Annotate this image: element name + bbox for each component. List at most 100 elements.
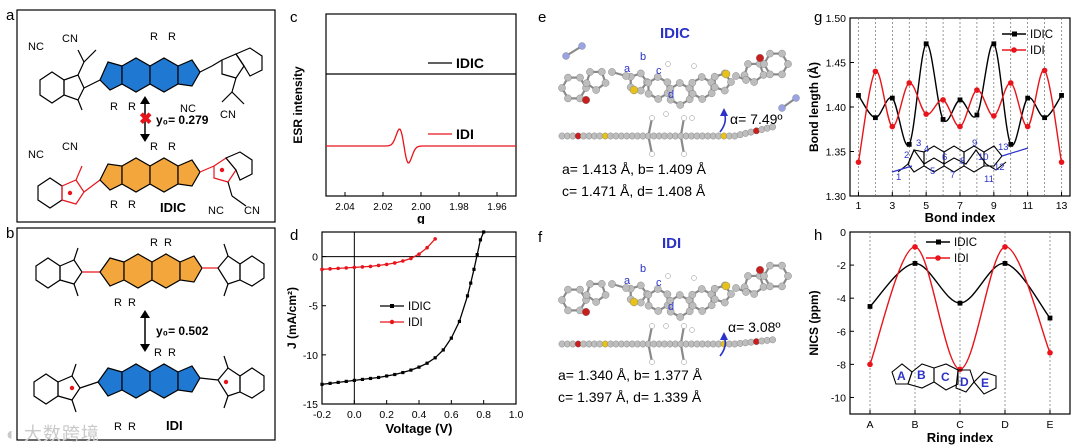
r-label: R <box>150 31 158 43</box>
molecule-atom <box>778 49 786 58</box>
data-point-idi <box>855 159 862 165</box>
idic-top-structure <box>39 47 263 111</box>
data-point-idi <box>1047 349 1053 356</box>
molecule-atom <box>742 76 750 84</box>
molecule-atom <box>732 72 740 80</box>
x-tick-label: D <box>1001 419 1009 431</box>
molecule-atom <box>564 73 572 82</box>
molecule-atom <box>582 79 591 88</box>
inset-ring-label: D <box>960 375 969 389</box>
bond-label-c: c <box>656 277 662 289</box>
molecule-atom <box>792 94 800 102</box>
data-point-idi <box>360 265 365 269</box>
x-tick-label: 2.04 <box>335 202 355 213</box>
r-label: R <box>168 31 176 43</box>
legend-label-idi: IDI <box>408 317 423 329</box>
radical-dot <box>67 190 73 196</box>
molecule-atom <box>697 73 706 81</box>
data-point-idic <box>320 382 324 386</box>
legend-marker <box>1012 31 1017 37</box>
inset-ring-e <box>973 371 997 395</box>
radical-dot <box>69 385 75 391</box>
data-point-idic <box>1059 93 1064 98</box>
data-point-idic <box>1025 95 1031 101</box>
y-axis-label: Bond length (Å) <box>806 62 821 152</box>
data-point-idic <box>417 365 421 369</box>
bond-label-b: b <box>640 51 646 63</box>
molecule-atom <box>744 272 752 280</box>
molecule-atom <box>666 296 675 305</box>
molecule-atom <box>759 71 768 79</box>
y-tick-label: -5 <box>309 301 318 313</box>
molecule-atom <box>707 301 716 310</box>
data-point-idic <box>368 376 373 381</box>
radical-dot <box>219 167 225 173</box>
cn-label: CN <box>244 205 260 217</box>
x-axis-label: Voltage (V) <box>386 421 453 436</box>
y0-value-b: y₀= 0.502 <box>156 324 209 338</box>
molecule-atom <box>710 284 719 293</box>
molecule-atom <box>653 73 662 81</box>
x-tick-label: 2.00 <box>411 202 431 213</box>
y-axis-label: NICS (ppm) <box>807 290 821 355</box>
idic-label: IDIC <box>160 200 187 215</box>
data-point-idi <box>872 68 879 75</box>
idi-bottom-structure <box>33 355 265 413</box>
y0-value-a: y₀= 0.279 <box>156 113 209 127</box>
data-point-idi <box>368 264 373 269</box>
idic-top-labels: NC CN CN NC R R R R <box>28 31 236 121</box>
molecule-atom <box>663 323 669 329</box>
inset-bond-label: 11 <box>984 174 994 185</box>
idic-bottom-labels: NC CN CN NC R R R R <box>28 141 260 217</box>
r-label: R <box>128 421 136 433</box>
molecule-atom <box>564 306 572 315</box>
x-tick-label: A <box>866 419 873 431</box>
data-point-idic <box>457 319 462 324</box>
molecule-atom <box>784 60 792 68</box>
molecule-atom <box>622 72 630 80</box>
molecule-atom <box>586 68 594 76</box>
data-point-idi <box>1058 159 1065 165</box>
geometry-panel-f: f IDI α= 3.08º a= 1.340 Å, b= 1.377 Å c=… <box>538 229 792 405</box>
data-point-idi <box>991 113 997 119</box>
data-point-idi <box>912 244 918 250</box>
x-tick-label: 1.96 <box>487 202 507 213</box>
y-tick-label: -6 <box>837 326 846 338</box>
data-point-idic <box>940 117 946 122</box>
molecule-atom <box>564 94 572 103</box>
molecule-atom <box>750 290 758 298</box>
y-tick-label: 1.35 <box>826 147 847 159</box>
legend-marker <box>1011 47 1017 53</box>
idi-top-structure <box>35 243 265 297</box>
molecule-atom <box>665 273 671 279</box>
molecule-atom <box>691 63 697 69</box>
molecule-atom <box>710 295 719 304</box>
data-point-idi <box>344 266 349 270</box>
geometry-panel-e: e IDIC α= 7.49º a= 1.413 Å, b= 1.409 Å c… <box>538 9 800 199</box>
y-tick-label: 0 <box>840 227 846 239</box>
molecule-atom <box>721 281 731 291</box>
molecule-atom <box>681 151 687 157</box>
r-label: R <box>128 199 136 211</box>
data-point-idi <box>1041 67 1048 74</box>
data-point-idi <box>417 252 421 256</box>
molecule-atom <box>681 115 687 121</box>
molecule-atom <box>707 89 716 98</box>
molecule-atom <box>760 60 768 68</box>
y-tick-label: 0 <box>312 252 318 264</box>
panel-letter-f: f <box>538 229 543 246</box>
r-label: R <box>128 101 136 113</box>
x-tick-label: 0.8 <box>476 409 491 421</box>
watermark-text: 大数跨境 <box>23 424 100 444</box>
molecule-atom <box>644 89 653 98</box>
data-point-idi <box>1007 80 1014 86</box>
molecule-side-view <box>558 323 777 365</box>
r-label: R <box>150 141 158 153</box>
molecule-atom <box>675 291 684 299</box>
y-tick-label: -10 <box>303 350 318 362</box>
molecule-atom <box>766 49 774 58</box>
inset-bond-label: 13 <box>998 142 1009 153</box>
molecule-atom <box>582 307 591 316</box>
